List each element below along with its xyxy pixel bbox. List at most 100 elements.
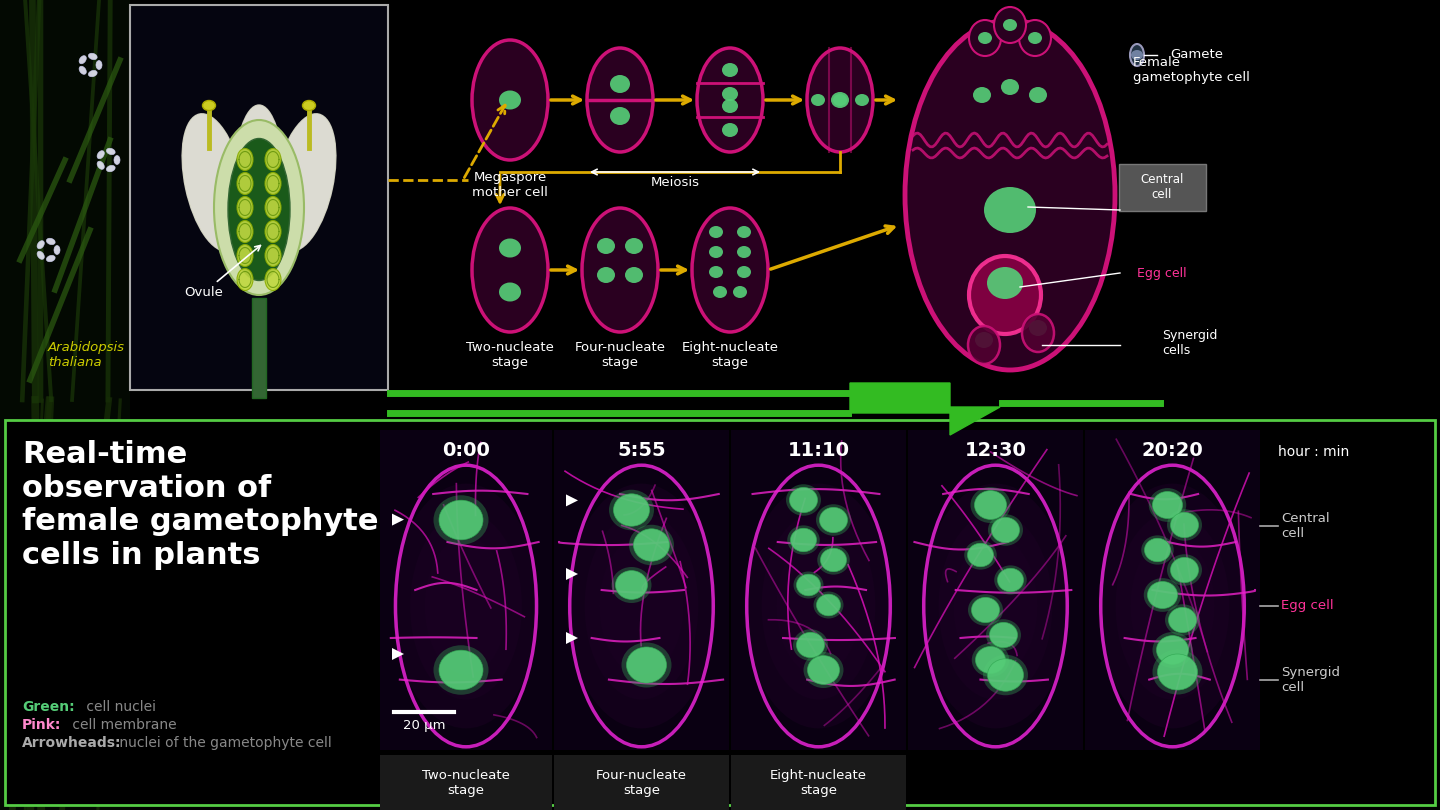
Ellipse shape <box>819 507 848 533</box>
Ellipse shape <box>984 654 1028 695</box>
Text: hour : min: hour : min <box>1279 445 1349 459</box>
Bar <box>380 430 552 750</box>
Text: Two-nucleate
stage: Two-nucleate stage <box>467 341 554 369</box>
Bar <box>130 5 387 390</box>
Ellipse shape <box>721 99 739 113</box>
Ellipse shape <box>1166 509 1202 541</box>
Ellipse shape <box>228 139 289 280</box>
Ellipse shape <box>238 197 253 219</box>
Ellipse shape <box>609 490 654 531</box>
Ellipse shape <box>1030 87 1047 103</box>
Text: 0:00: 0:00 <box>442 441 490 459</box>
Ellipse shape <box>968 544 994 567</box>
Text: Synergid
cells: Synergid cells <box>1162 329 1217 357</box>
Ellipse shape <box>984 187 1035 233</box>
Text: Arabidopsis
thaliana: Arabidopsis thaliana <box>48 341 125 369</box>
Ellipse shape <box>832 94 847 106</box>
Ellipse shape <box>793 572 824 599</box>
Ellipse shape <box>238 245 253 266</box>
Ellipse shape <box>613 494 649 526</box>
Ellipse shape <box>855 94 868 106</box>
Ellipse shape <box>994 565 1027 595</box>
Text: cell membrane: cell membrane <box>68 718 177 732</box>
Ellipse shape <box>265 148 281 170</box>
Ellipse shape <box>472 40 549 160</box>
Ellipse shape <box>1152 492 1182 518</box>
Ellipse shape <box>634 529 670 561</box>
Ellipse shape <box>1152 650 1202 694</box>
Ellipse shape <box>393 484 539 728</box>
Ellipse shape <box>814 591 844 619</box>
Ellipse shape <box>713 286 727 298</box>
Text: Ovule: Ovule <box>184 245 261 299</box>
Ellipse shape <box>1099 484 1247 728</box>
Ellipse shape <box>786 484 821 516</box>
Ellipse shape <box>272 113 336 251</box>
Polygon shape <box>566 568 577 580</box>
Ellipse shape <box>114 156 120 164</box>
Ellipse shape <box>55 245 60 254</box>
Ellipse shape <box>818 545 850 574</box>
Bar <box>4 420 1436 805</box>
Ellipse shape <box>629 525 674 565</box>
Ellipse shape <box>500 91 521 109</box>
Text: 20 μm: 20 μm <box>403 718 445 731</box>
Ellipse shape <box>1142 535 1174 565</box>
Ellipse shape <box>1171 513 1198 538</box>
Ellipse shape <box>969 256 1041 334</box>
Ellipse shape <box>1149 488 1187 522</box>
Ellipse shape <box>599 537 684 675</box>
Ellipse shape <box>215 120 304 295</box>
Text: Four-nucleate
stage: Four-nucleate stage <box>596 769 687 797</box>
Ellipse shape <box>1020 20 1051 56</box>
Ellipse shape <box>265 197 281 219</box>
Ellipse shape <box>472 208 549 332</box>
Ellipse shape <box>265 245 281 266</box>
Ellipse shape <box>1171 557 1198 582</box>
Bar <box>554 430 729 750</box>
Ellipse shape <box>598 267 615 283</box>
Ellipse shape <box>612 567 651 603</box>
Ellipse shape <box>762 513 876 700</box>
Ellipse shape <box>302 100 315 110</box>
Ellipse shape <box>1130 44 1143 66</box>
Text: Female
gametophyte cell: Female gametophyte cell <box>1133 56 1250 84</box>
Ellipse shape <box>733 286 747 298</box>
Ellipse shape <box>1030 320 1047 336</box>
Ellipse shape <box>986 267 1022 299</box>
Ellipse shape <box>615 570 648 599</box>
Ellipse shape <box>998 569 1024 591</box>
Ellipse shape <box>973 87 991 103</box>
Ellipse shape <box>791 528 816 552</box>
Ellipse shape <box>96 61 102 70</box>
Ellipse shape <box>1130 50 1143 60</box>
Ellipse shape <box>588 48 652 152</box>
Text: 12:30: 12:30 <box>965 441 1027 459</box>
Text: Central
cell: Central cell <box>1140 173 1184 201</box>
Text: Synergid
cell: Synergid cell <box>1282 666 1341 693</box>
Ellipse shape <box>79 66 86 75</box>
Text: 5:55: 5:55 <box>618 441 665 459</box>
Ellipse shape <box>233 105 284 260</box>
Ellipse shape <box>582 208 658 332</box>
Ellipse shape <box>989 622 1018 648</box>
Bar <box>732 430 906 750</box>
Text: Pink:: Pink: <box>22 718 62 732</box>
Ellipse shape <box>425 537 507 675</box>
Ellipse shape <box>776 537 861 675</box>
Ellipse shape <box>721 63 739 77</box>
Ellipse shape <box>1028 32 1043 44</box>
Ellipse shape <box>96 151 104 159</box>
Ellipse shape <box>744 484 893 728</box>
Ellipse shape <box>796 574 821 596</box>
Ellipse shape <box>965 540 996 569</box>
Ellipse shape <box>500 283 521 301</box>
Ellipse shape <box>972 643 1009 677</box>
Text: Egg cell: Egg cell <box>1138 266 1187 279</box>
Ellipse shape <box>611 107 631 125</box>
Ellipse shape <box>988 659 1024 691</box>
Bar <box>554 755 729 810</box>
Ellipse shape <box>585 513 698 700</box>
Ellipse shape <box>46 238 55 245</box>
Ellipse shape <box>988 514 1022 546</box>
